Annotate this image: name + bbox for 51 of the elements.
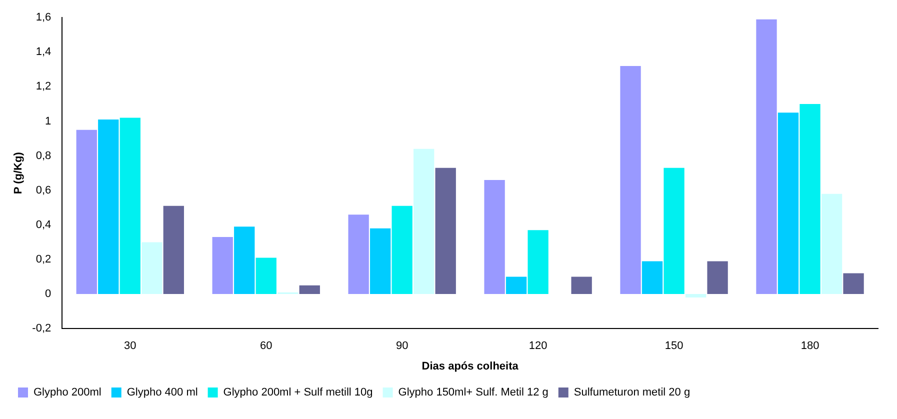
x-tick-label: 90 [396,340,408,352]
bar [299,285,320,294]
x-tick-label: 120 [528,340,548,352]
x-tick-label: 30 [124,340,136,352]
y-tick-label: 1,2 [36,80,52,93]
bar [620,66,641,294]
y-tick-label: 1,6 [36,12,52,24]
bar [98,120,119,294]
bar [707,261,728,294]
legend-label: Glypho 150ml+ Sulf. Metil 12 g [398,386,548,399]
bar [142,242,162,294]
y-tick-label: 0 [45,288,52,300]
y-tick-label: 0,6 [36,184,52,196]
bar [506,276,527,294]
bar [821,194,842,294]
y-tick-label: 0,8 [36,150,52,162]
x-tick-label: 150 [664,340,684,352]
x-tick-label: 60 [260,340,272,352]
bar [685,294,706,298]
bar [256,258,276,294]
bar [843,273,864,294]
legend-label: Glypho 200ml [34,386,102,399]
bar [163,206,184,294]
bar [414,148,434,294]
y-axis-title: P (g/Kg) [12,152,25,194]
bar [484,180,505,294]
bar [392,206,412,294]
bar [778,112,799,294]
legend-label: Glypho 200ml + Sulf metill 10g [223,386,373,399]
legend-label: Sulfumeturon metil 20 g [574,386,690,399]
bar [435,168,456,294]
x-tick-label: 180 [800,340,820,352]
bar [348,214,369,294]
y-tick-label: 0,2 [36,254,52,266]
bar [528,230,548,294]
x-axis-title: Dias após colheita [422,360,520,372]
bar [664,168,684,294]
bar [571,276,592,294]
y-tick-label: 0,4 [36,218,52,231]
bar [800,104,820,294]
legend-label: Glypho 400 ml [126,386,198,399]
y-tick-label: 1 [45,115,52,128]
y-tick-label: -0,2 [32,322,52,335]
bar [370,228,391,294]
bar [234,226,255,294]
bar [756,19,777,294]
bar [212,237,233,294]
bar [120,118,140,294]
y-tick-label: 1,4 [36,46,52,58]
bar [642,261,663,294]
bar [76,130,97,294]
